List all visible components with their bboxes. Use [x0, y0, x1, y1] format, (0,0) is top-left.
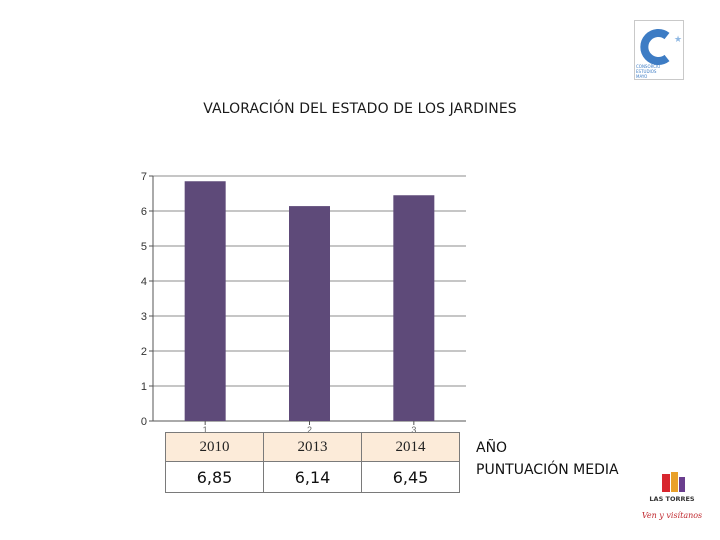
consorcio-logo: ★ CONSORCIO ESTUDIOS MAYO	[634, 20, 684, 80]
y-tick-label: 7	[141, 171, 147, 183]
table-cell-value: 6,14	[263, 461, 362, 493]
bar	[289, 206, 330, 421]
table-cell-year: 2013	[263, 432, 362, 462]
table-row-years: 2010 2013 2014	[165, 432, 460, 462]
svg-text:MAYO: MAYO	[636, 74, 647, 79]
y-tick-label: 2	[141, 346, 147, 358]
las-torres-logo: LAS TORRES Ven y visítanos	[640, 472, 704, 528]
svg-text:★: ★	[674, 35, 682, 45]
svg-text:ESTUDIOS: ESTUDIOS	[636, 69, 657, 74]
svg-text:CONSORCIO: CONSORCIO	[636, 64, 660, 69]
y-tick-label: 1	[141, 381, 147, 393]
bar	[393, 195, 435, 421]
table-row-label-score: PUNTUACIÓN MEDIA	[476, 462, 619, 478]
table-row-label-year: AÑO	[476, 440, 508, 456]
chart-title: VALORACIÓN DEL ESTADO DE LOS JARDINES	[203, 101, 517, 117]
table-row-values: 6,85 6,14 6,45	[165, 461, 460, 493]
table-cell-year: 2010	[165, 432, 264, 462]
x-tick-label: 3	[411, 425, 416, 435]
svg-text:LAS TORRES: LAS TORRES	[649, 495, 695, 503]
x-tick-label: 1	[203, 425, 208, 435]
y-tick-label: 4	[141, 276, 147, 288]
y-tick-label: 0	[141, 416, 147, 428]
y-tick-label: 5	[141, 241, 147, 253]
data-table: 2010 2013 2014 6,85 6,14 6,45	[165, 432, 460, 493]
y-tick-label: 3	[141, 311, 147, 323]
table-cell-year: 2014	[361, 432, 460, 462]
bar	[184, 181, 226, 421]
chart-bars	[184, 181, 435, 421]
x-tick-label: 2	[307, 425, 312, 435]
chart-tick-labels: 0 1 2 3 4 5 6 7 1 2 3	[141, 171, 416, 435]
svg-text:Ven y visítanos: Ven y visítanos	[642, 511, 702, 520]
table-cell-value: 6,85	[165, 461, 264, 493]
y-tick-label: 6	[141, 206, 147, 218]
table-cell-value: 6,45	[361, 461, 460, 493]
